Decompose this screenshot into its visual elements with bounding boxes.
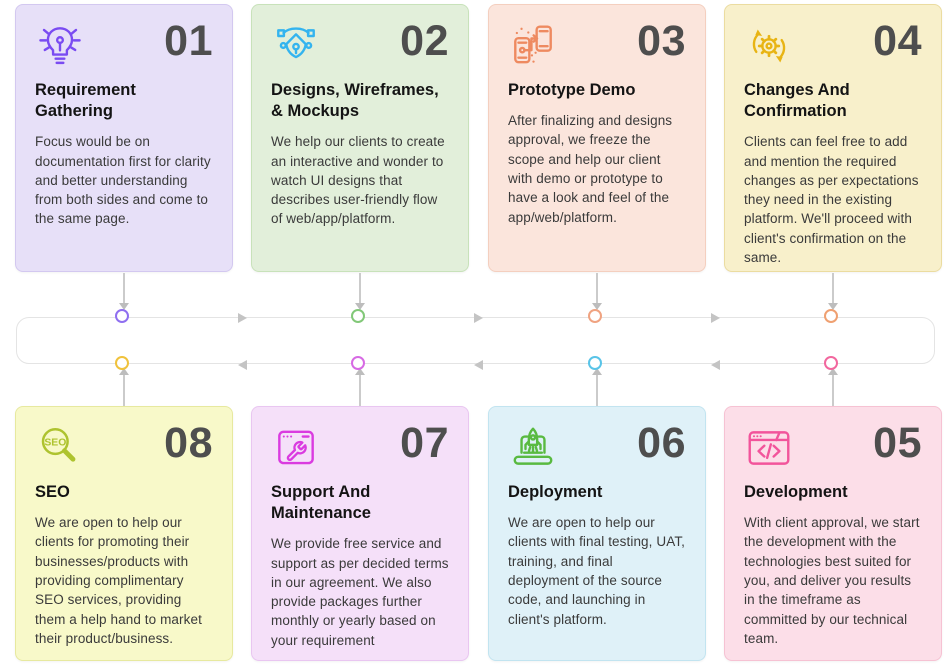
step-description: We are open to help our clients for prom… [35,515,202,646]
svg-text:SEO: SEO [44,437,66,448]
flow-arrow-right [474,313,483,323]
rocket-launch-icon [508,423,558,473]
step-description: After finalizing and designs approval, w… [508,113,673,225]
flow-arrow-up [354,368,366,406]
wrench-window-icon [271,423,321,473]
step-card-01: 01 Requirement Gathering Focus would be … [15,4,233,272]
step-number: 06 [637,419,686,467]
flow-arrow-right [711,313,720,323]
flow-arrow-up [827,368,839,406]
card-header: 01 [35,17,213,71]
timeline-frame [16,317,935,364]
step-number: 07 [400,419,449,467]
flow-arrow-left [711,360,720,370]
step-title: Requirement Gathering [35,81,136,121]
step-description: We provide free service and support as p… [271,536,449,648]
pen-tool-icon [271,21,321,71]
flow-arrow-down [591,273,603,311]
devices-sync-icon [508,21,558,71]
idea-bulb-icon [35,21,85,71]
step-title: Development [744,483,848,501]
flow-arrow-left [474,360,483,370]
card-header: 02 [271,17,449,71]
flow-arrow-right [238,313,247,323]
step-number: 01 [164,17,213,65]
step-title: Deployment [508,483,603,501]
step-title: Prototype Demo [508,81,636,99]
timeline-node [115,356,129,370]
card-header: 04 [744,17,922,71]
flow-arrow-down [354,273,366,311]
timeline-node [115,309,129,323]
card-header: 03 [508,17,686,71]
step-card-06: 06 Deployment We are open to help our cl… [488,406,706,661]
step-number: 02 [400,17,449,65]
step-card-02: 02 Designs, Wireframes, & Mockups We hel… [251,4,469,272]
step-card-04: 04 Changes And Confirmation Clients can … [724,4,942,272]
timeline-node [351,309,365,323]
card-header: SEO 08 [35,419,213,473]
timeline-node [824,356,838,370]
timeline-node [588,356,602,370]
timeline-node [824,309,838,323]
flow-arrow-down [118,273,130,311]
step-card-03: 03 Prototype Demo After finalizing and d… [488,4,706,272]
step-title: Designs, Wireframes, & Mockups [271,81,439,121]
step-number: 03 [637,17,686,65]
flow-arrow-down [827,273,839,311]
step-number: 04 [873,17,922,65]
timeline-node [588,309,602,323]
code-window-icon [744,423,794,473]
step-title: Changes And Confirmation [744,81,850,121]
step-number: 08 [164,419,213,467]
flow-arrow-up [591,368,603,406]
step-description: We are open to help our clients with fin… [508,515,686,627]
gear-refresh-icon [744,21,794,71]
step-number: 05 [873,419,922,467]
step-description: We help our clients to create an interac… [271,134,445,227]
step-card-08: SEO 08 SEO We are open to help our clien… [15,406,233,661]
timeline-node [351,356,365,370]
seo-magnifier-icon: SEO [35,423,85,473]
step-card-05: 05 Development With client approval, we … [724,406,942,661]
step-description: Clients can feel free to add and mention… [744,134,919,265]
step-title: SEO [35,483,70,501]
card-header: 07 [271,419,449,473]
step-description: With client approval, we start the devel… [744,515,920,646]
card-header: 06 [508,419,686,473]
flow-arrow-left [238,360,247,370]
card-header: 05 [744,419,922,473]
step-title: Support And Maintenance [271,483,371,523]
step-description: Focus would be on documentation first fo… [35,134,211,227]
step-card-07: 07 Support And Maintenance We provide fr… [251,406,469,661]
flow-arrow-up [118,368,130,406]
